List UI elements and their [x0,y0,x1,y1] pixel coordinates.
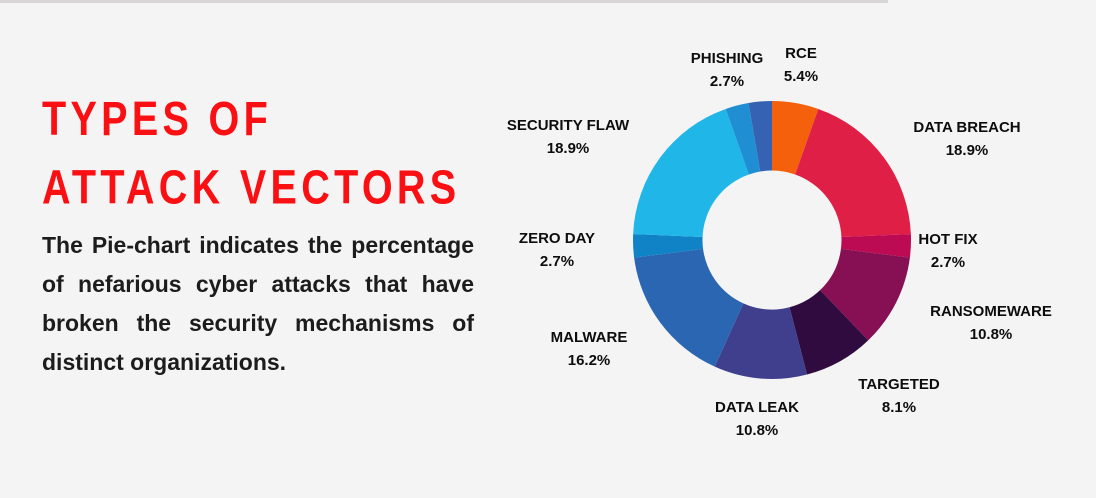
slice-name: HOT FIX [918,231,978,248]
slice-percent: 2.7% [709,73,745,90]
slice-percent: 16.2% [567,352,611,369]
slice-label-hot-fix: HOT FIX 2.7% [918,228,977,274]
chart-description: The Pie-chart indicates the percentage o… [42,232,474,375]
pie-slice-rce [772,101,819,175]
page-title-line1: TYPES OF [42,91,273,146]
donut-chart [633,101,911,379]
slice-label-zero-day: ZERO DAY 2.7% [519,227,595,273]
slice-percent: 18.9% [945,142,989,159]
slice-name: MALWARE [550,329,628,346]
pie-slice-unlabeled [748,101,772,172]
slice-label-ransomeware: RANSOMEWARE 10.8% [930,300,1052,346]
slice-label-phishing: PHISHING 2.7% [691,47,764,93]
pie-slice-security-flaw [633,108,749,238]
slice-name: DATA BREACH [913,119,1021,136]
pie-slice-zero-day [633,234,704,258]
slice-label-security-flaw: SECURITY FLAW 18.9% [507,114,629,160]
slice-name: SECURITY FLAW [506,117,630,134]
slice-label-data-leak: DATA LEAK 10.8% [715,396,799,442]
top-divider-strip [0,0,888,3]
pie-slice-hot-fix [840,234,911,258]
pie-slice-data-leak [714,303,808,379]
slice-name: DATA LEAK [715,399,799,416]
slice-percent: 2.7% [930,254,966,271]
slice-name: PHISHING [690,50,764,67]
slice-name: ZERO DAY [518,230,596,247]
pie-slice-ransomeware [820,248,910,341]
slice-name: RANSOMEWARE [930,303,1052,320]
pie-slice-targeted [789,290,869,375]
slice-percent: 8.1% [881,399,917,416]
slice-label-data-breach: DATA BREACH 18.9% [913,116,1020,162]
slice-label-targeted: TARGETED 8.1% [858,373,939,419]
slice-percent: 10.8% [735,422,779,439]
slice-percent: 10.8% [969,326,1013,343]
page-title-line2: ATTACK VECTORS [42,159,461,214]
slice-name: RCE [785,45,817,62]
page-title: TYPES OF ATTACK VECTORS [42,84,460,221]
slice-name: TARGETED [858,376,940,393]
pie-slice-data-breach [795,108,911,238]
slice-percent: 18.9% [546,140,590,157]
slice-label-malware: MALWARE 16.2% [551,326,628,372]
slice-label-rce: RCE 5.4% [784,42,818,88]
pie-slice-malware [634,248,744,367]
slice-percent: 5.4% [783,68,819,85]
pie-slice-phishing [725,103,761,175]
slice-percent: 2.7% [539,253,575,270]
